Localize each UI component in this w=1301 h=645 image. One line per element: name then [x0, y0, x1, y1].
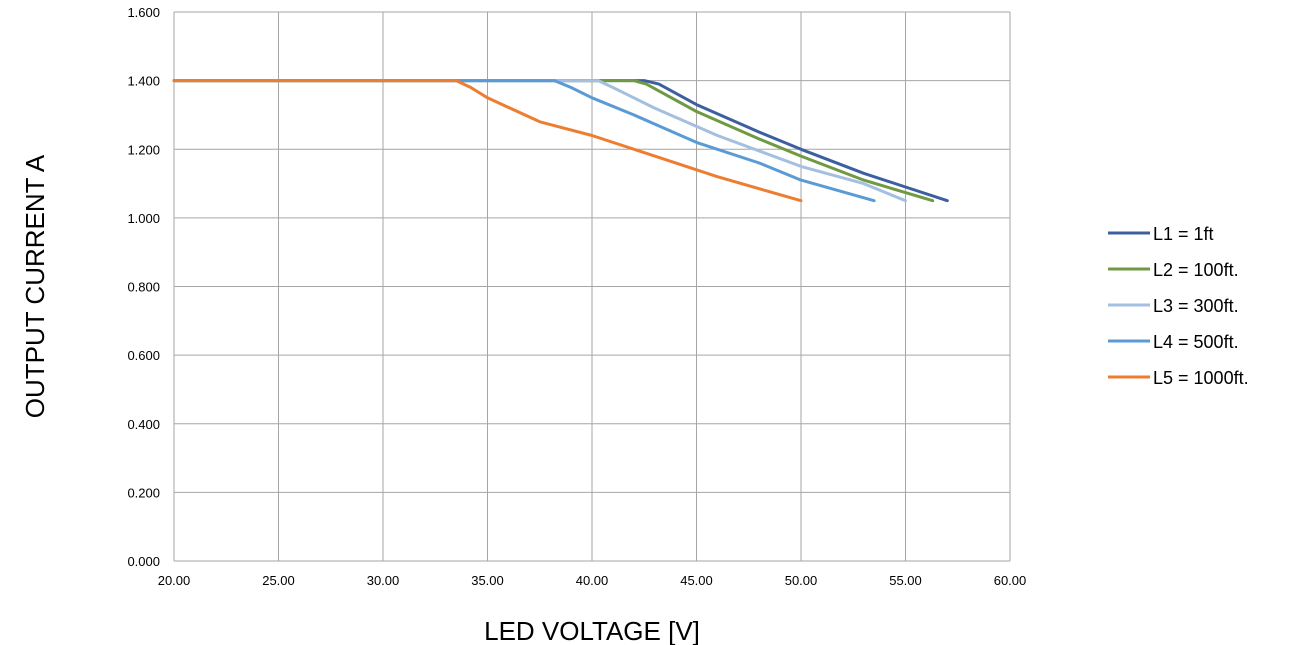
y-tick-label: 0.600	[127, 348, 160, 363]
x-tick-label: 45.00	[680, 573, 713, 588]
series-line-l1	[172, 79, 949, 203]
series-line-l4	[172, 79, 876, 203]
y-tick-label: 0.000	[127, 554, 160, 569]
legend-label-l3: L3 = 300ft.	[1153, 296, 1239, 316]
series-line-l5	[172, 79, 803, 203]
grid-lines	[173, 11, 1011, 562]
y-tick-label: 1.600	[127, 5, 160, 20]
y-tick-label: 1.200	[127, 142, 160, 157]
x-tick-label: 20.00	[158, 573, 191, 588]
series-lines	[172, 79, 949, 203]
y-tick-label: 0.200	[127, 485, 160, 500]
y-tick-label: 0.400	[127, 417, 160, 432]
y-tick-label: 0.800	[127, 280, 160, 295]
tick-labels: 20.00 25.00 30.00 35.00 40.00 45.00 50.00 55.00…	[127, 5, 1026, 588]
legend-label-l5: L5 = 1000ft.	[1153, 368, 1249, 388]
x-axis-title: LED VOLTAGE [V]	[484, 616, 700, 645]
y-axis-title: OUTPUT CURRENT A	[20, 154, 50, 418]
x-tick-label: 35.00	[471, 573, 504, 588]
y-tick-label: 1.000	[127, 211, 160, 226]
x-tick-label: 55.00	[889, 573, 922, 588]
x-tick-label: 30.00	[367, 573, 400, 588]
x-tick-label: 40.00	[576, 573, 609, 588]
series-line-l2	[172, 79, 935, 203]
y-tick-label: 1.400	[127, 74, 160, 89]
legend: L1 = 1ft L2 = 100ft. L3 = 300ft. L4 = 500ft…	[1108, 224, 1249, 388]
x-tick-label: 50.00	[785, 573, 818, 588]
legend-label-l2: L2 = 100ft.	[1153, 260, 1239, 280]
x-tick-label: 60.00	[994, 573, 1027, 588]
legend-label-l4: L4 = 500ft.	[1153, 332, 1239, 352]
series-line-l3	[172, 79, 907, 203]
legend-label-l1: L1 = 1ft	[1153, 224, 1214, 244]
x-tick-label: 25.00	[262, 573, 295, 588]
